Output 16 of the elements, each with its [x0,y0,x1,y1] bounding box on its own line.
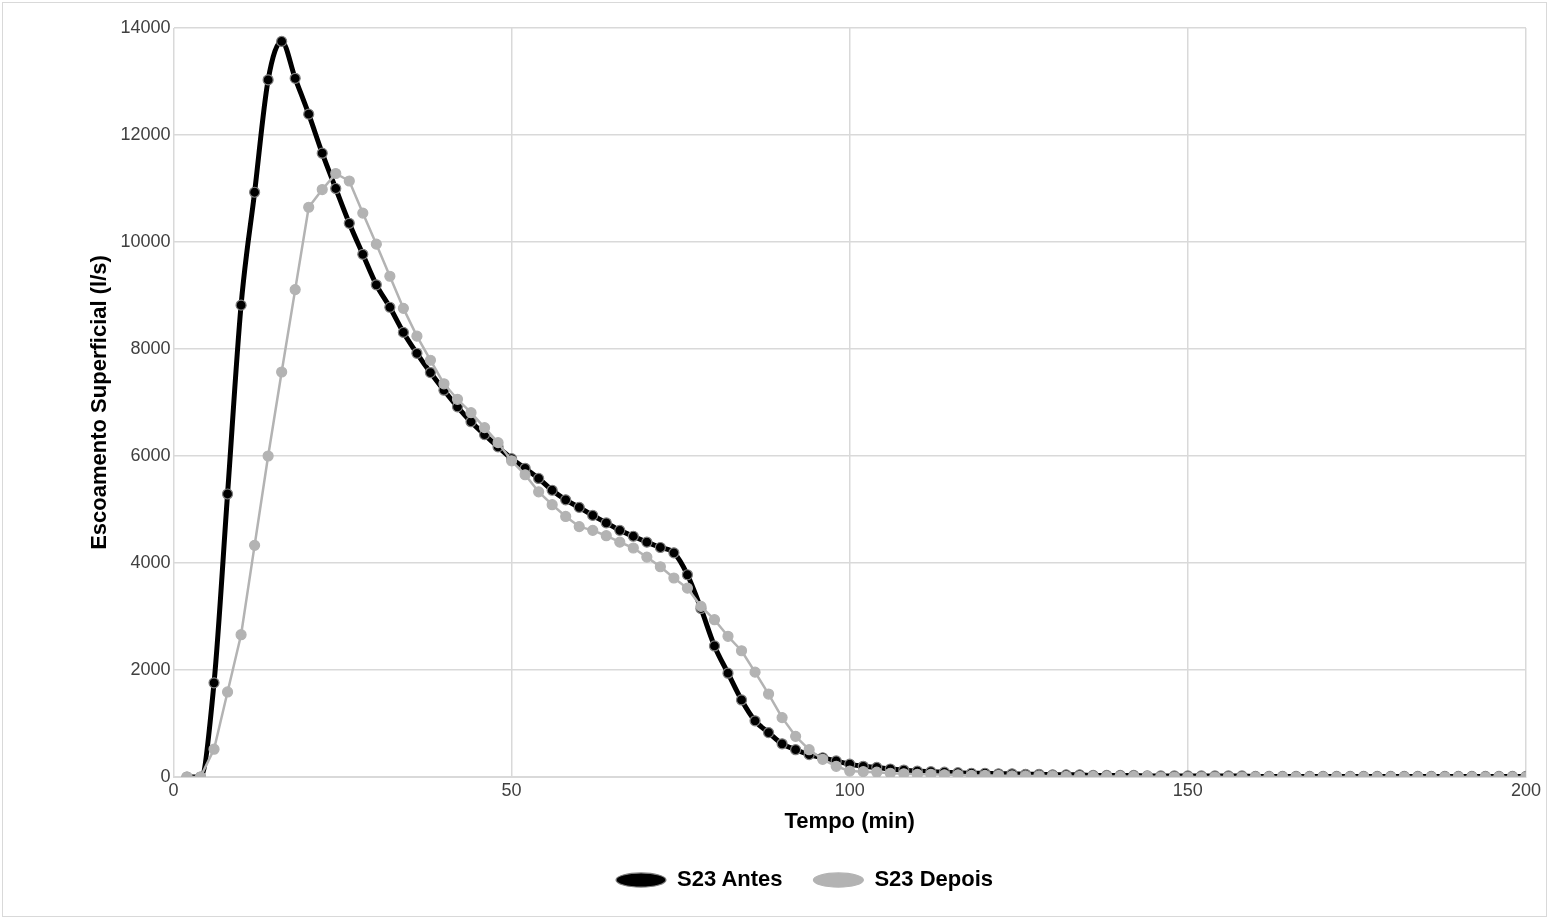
x-tick-label: 200 [1510,779,1542,800]
y-tick-label: 2000 [130,658,171,679]
y-tick-label: 0 [160,765,171,786]
y-axis-title: Escoamento Superficial (l/s) [86,255,112,550]
x-tick-label: 50 [501,779,522,800]
y-tick-label: 4000 [130,551,171,572]
x-tick-label: 100 [834,779,865,800]
x-axis-title: Tempo (min) [784,807,915,833]
x-tick-label: 150 [1172,779,1203,800]
y-tick-label: 10000 [120,230,171,251]
legend-label: S23 Antes [677,866,783,892]
y-tick-label: 12000 [120,123,171,144]
y-tick-label: 14000 [120,16,171,37]
y-tick-label: 6000 [130,444,171,465]
legend-label: S23 Depois [874,866,993,892]
y-tick-label: 8000 [130,337,171,358]
